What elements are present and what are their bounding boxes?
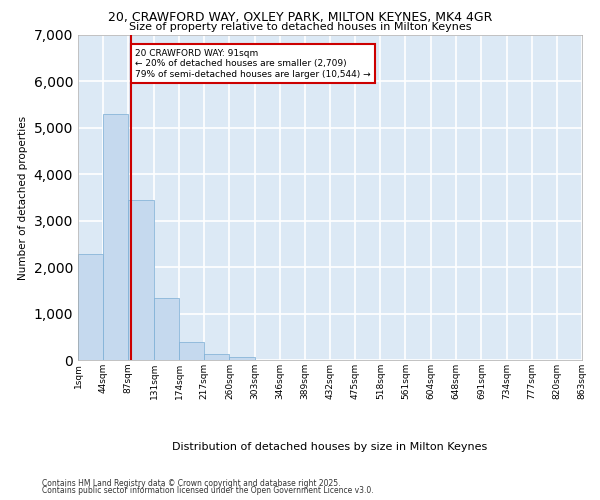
Text: Distribution of detached houses by size in Milton Keynes: Distribution of detached houses by size … <box>172 442 488 452</box>
Text: Contains HM Land Registry data © Crown copyright and database right 2025.: Contains HM Land Registry data © Crown c… <box>42 478 341 488</box>
Text: Contains public sector information licensed under the Open Government Licence v3: Contains public sector information licen… <box>42 486 374 495</box>
Bar <box>103 114 128 360</box>
Bar <box>154 298 179 360</box>
Text: Size of property relative to detached houses in Milton Keynes: Size of property relative to detached ho… <box>129 22 471 32</box>
Text: 20 CRAWFORD WAY: 91sqm
← 20% of detached houses are smaller (2,709)
79% of semi-: 20 CRAWFORD WAY: 91sqm ← 20% of detached… <box>135 49 371 78</box>
Bar <box>78 254 103 360</box>
Bar <box>128 200 154 360</box>
Text: 20, CRAWFORD WAY, OXLEY PARK, MILTON KEYNES, MK4 4GR: 20, CRAWFORD WAY, OXLEY PARK, MILTON KEY… <box>108 11 492 24</box>
Bar <box>204 354 229 360</box>
Bar <box>229 358 254 360</box>
Y-axis label: Number of detached properties: Number of detached properties <box>18 116 28 280</box>
Bar <box>179 342 204 360</box>
